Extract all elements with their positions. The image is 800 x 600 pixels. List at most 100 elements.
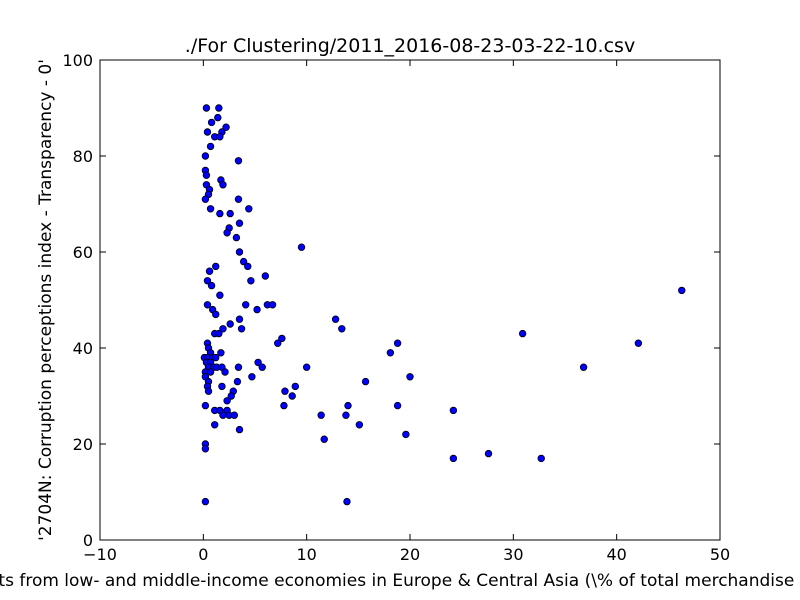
y-tick-label: 60	[73, 243, 93, 262]
x-tick-label: 30	[503, 545, 523, 564]
data-point	[258, 363, 266, 371]
data-point	[203, 301, 212, 309]
x-tick-label: 0	[198, 545, 208, 564]
data-point	[344, 401, 352, 410]
data-point	[203, 277, 212, 285]
data-point	[248, 373, 256, 381]
x-tick-label: 50	[710, 545, 730, 564]
data-point	[226, 209, 234, 218]
data-point	[268, 301, 277, 309]
x-axis: −10 0 10 20 30 40 50	[83, 60, 730, 564]
data-point	[393, 401, 402, 410]
data-point	[217, 349, 225, 357]
data-point	[261, 272, 270, 280]
data-point	[223, 397, 231, 405]
data-point	[218, 382, 226, 391]
data-point	[207, 118, 216, 127]
data-point	[201, 195, 210, 203]
data-point	[280, 401, 288, 410]
data-point	[235, 425, 244, 434]
data-point	[230, 411, 239, 419]
data-point	[216, 133, 224, 141]
data-point	[278, 334, 286, 343]
data-point	[222, 123, 230, 131]
data-point	[406, 373, 414, 381]
data-point	[201, 445, 210, 453]
data-point	[207, 281, 216, 290]
data-point	[239, 257, 248, 266]
x-tick-label: 40	[606, 545, 626, 564]
data-point	[206, 368, 215, 376]
data-point	[274, 339, 282, 347]
data-point	[214, 113, 222, 122]
data-point	[203, 128, 212, 136]
data-point	[281, 387, 289, 395]
data-point	[212, 310, 220, 319]
data-point	[221, 368, 229, 376]
data-point	[288, 392, 296, 400]
data-point	[227, 392, 235, 400]
data-point	[342, 411, 350, 419]
data-point	[320, 435, 328, 443]
data-point	[215, 329, 223, 338]
data-point	[216, 291, 224, 299]
data-point	[343, 497, 351, 506]
data-point	[235, 248, 244, 256]
data-point	[317, 411, 325, 419]
data-point	[234, 195, 243, 203]
y-axis-label: '2704N: Corruption perceptions index - T…	[36, 59, 56, 541]
x-axis-label: Imports from low- and middle-income econ…	[0, 571, 800, 591]
data-point	[244, 262, 252, 271]
data-point	[210, 421, 219, 429]
x-tick-label: −10	[83, 545, 117, 564]
data-point	[216, 209, 224, 218]
x-tick-label: 10	[296, 545, 316, 564]
data-point	[235, 219, 244, 227]
data-point	[201, 401, 210, 410]
y-axis: 0 20 40 60 80 100	[62, 51, 720, 550]
data-point	[235, 315, 244, 323]
data-point	[212, 262, 220, 271]
data-point	[247, 277, 255, 285]
data-point	[232, 233, 241, 242]
data-point	[241, 301, 250, 309]
data-point	[219, 325, 227, 333]
data-point	[204, 387, 213, 395]
data-point	[355, 421, 364, 429]
data-point	[302, 363, 311, 371]
y-tick-label: 80	[73, 147, 93, 166]
data-point	[237, 325, 246, 333]
data-point	[205, 267, 214, 275]
chart-title: ./For Clustering/2011_2016-08-23-03-22-1…	[185, 35, 635, 57]
data-point	[223, 229, 231, 237]
y-tick-label: 40	[73, 339, 93, 358]
data-point	[291, 382, 299, 391]
data-point	[537, 454, 545, 463]
data-point	[201, 497, 210, 506]
data-point	[245, 205, 253, 213]
data-point	[484, 449, 493, 458]
data-point	[226, 320, 234, 328]
y-tick-label: 20	[73, 435, 93, 454]
data-point	[254, 358, 262, 367]
data-point	[331, 315, 340, 323]
data-point	[219, 411, 227, 419]
data-point	[215, 104, 223, 112]
data-point	[212, 353, 220, 362]
points-layer	[200, 104, 686, 506]
data-point	[219, 181, 227, 189]
y-tick-label: 100	[62, 51, 93, 70]
data-point	[393, 339, 402, 347]
data-point	[253, 305, 261, 314]
plot-frame	[99, 59, 721, 541]
data-point	[402, 430, 410, 439]
data-point	[386, 349, 395, 357]
data-point	[518, 329, 527, 338]
data-point	[206, 142, 215, 151]
data-point	[449, 406, 458, 415]
data-point	[233, 377, 242, 386]
data-point	[202, 104, 211, 112]
data-point	[338, 325, 346, 333]
data-point	[579, 363, 588, 371]
